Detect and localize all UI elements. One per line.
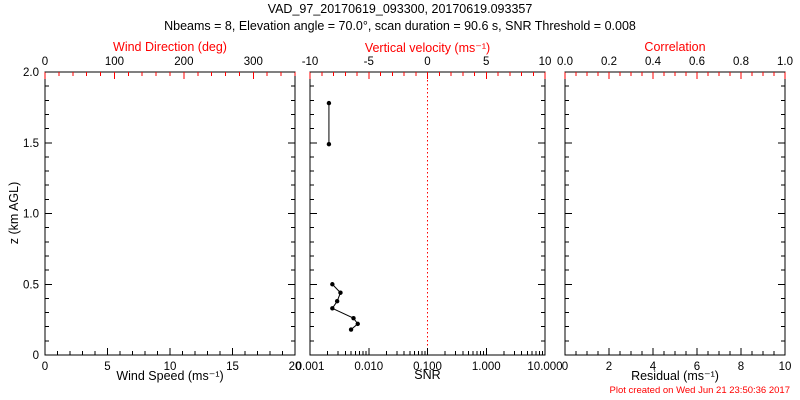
top-tick-label: 0: [424, 56, 430, 68]
x-tick-label: 6: [694, 361, 700, 373]
top-tick-label: 0.8: [733, 56, 749, 68]
x-tick-label: 5: [104, 361, 110, 373]
vertical-velocity-axis-label: Vertical velocity (ms⁻¹): [364, 41, 491, 55]
data-point: [351, 316, 356, 321]
y-tick-label: 1.0: [23, 209, 39, 221]
x-tick-label: 10: [779, 361, 792, 373]
plot-subtitle: Nbeams = 8, Elevation angle = 70.0°, sca…: [164, 19, 636, 33]
x-tick-label: 0.010: [354, 361, 383, 373]
plot-title: VAD_97_20170619_093300, 20170619.093357: [267, 2, 533, 16]
plot-timestamp: Plot created on Wed Jun 21 23:50:36 2017: [609, 385, 790, 396]
top-tick-label: 10: [539, 56, 552, 68]
top-tick-label: 5: [483, 56, 489, 68]
x-tick-label: 20: [289, 361, 302, 373]
x-tick-label: 10.000: [527, 361, 562, 373]
x-tick-label: 2: [606, 361, 612, 373]
top-tick-label: -5: [364, 56, 374, 68]
residual-axis-label: Residual (ms⁻¹): [631, 369, 719, 383]
data-point: [348, 327, 354, 332]
residual-panel-box: [564, 71, 786, 356]
x-tick-label: 0.100: [413, 361, 442, 373]
y-tick-label: 1.5: [23, 138, 39, 150]
snr-profile-lower-line: [331, 283, 359, 330]
wind-speed-axis-label: Wind Speed (ms⁻¹): [116, 369, 224, 383]
data-point: [355, 321, 360, 327]
top-tick-label: 300: [244, 56, 263, 68]
top-tick-label: 200: [174, 56, 193, 68]
wind-speed-panel-box: [44, 71, 296, 356]
top-tick-label: 0: [42, 56, 48, 68]
x-tick-label: 0: [562, 361, 568, 373]
x-tick-label: 1.000: [472, 361, 501, 373]
snr-axis-label: SNR: [414, 368, 441, 382]
x-tick-label: 0: [42, 361, 48, 373]
data-point: [326, 141, 332, 147]
top-tick-label: 0.0: [557, 56, 573, 68]
y-tick-label: 2.0: [23, 67, 39, 79]
x-tick-label: 15: [226, 361, 239, 373]
data-point: [334, 299, 340, 304]
x-tick-label: 8: [738, 361, 744, 373]
top-tick-label: -10: [302, 56, 319, 68]
top-tick-label: 100: [105, 56, 124, 68]
data-point: [330, 306, 335, 311]
top-tick-label: 0.2: [601, 56, 617, 68]
x-tick-label: 4: [650, 361, 657, 373]
top-tick-label: 1.0: [777, 56, 793, 68]
top-tick-label: 0.4: [645, 56, 662, 68]
data-point: [338, 290, 343, 295]
wind-direction-axis-label: Wind Direction (deg): [113, 40, 227, 54]
y-tick-label: 0.5: [23, 279, 39, 291]
x-tick-label: 0.001: [296, 361, 325, 373]
height-axis-label: z (km AGL): [7, 181, 21, 245]
correlation-axis-label: Correlation: [644, 40, 706, 54]
data-point: [330, 282, 335, 287]
x-tick-label: 10: [164, 361, 177, 373]
top-tick-label: 0.6: [689, 56, 705, 68]
data-point: [326, 100, 332, 106]
y-tick-label: 0: [33, 350, 39, 362]
